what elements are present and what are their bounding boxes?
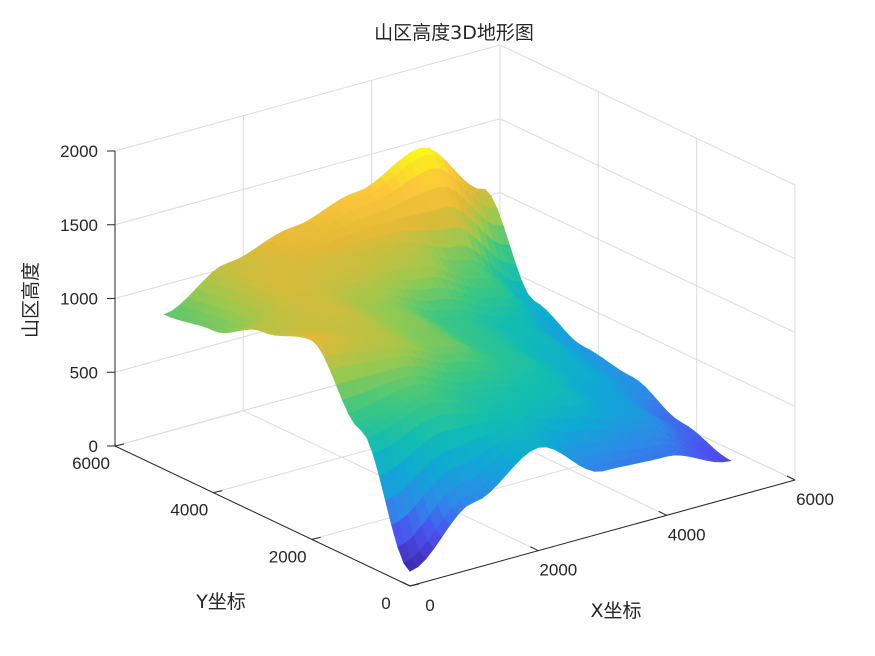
- x-tick: [786, 475, 796, 481]
- terrain-surface: [163, 147, 732, 572]
- y-tick-label: 2000: [269, 547, 307, 566]
- x-axis-line: [409, 479, 796, 587]
- chart-title: 山区高度3D地形图: [374, 22, 534, 44]
- y-axis-line: [114, 445, 411, 587]
- grid-line: [114, 118, 501, 226]
- x-tick-label: 6000: [796, 490, 834, 509]
- surface-patch: [715, 456, 732, 463]
- x-tick-label: 2000: [539, 561, 577, 580]
- z-tick-label: 2000: [60, 142, 98, 161]
- x-tick-label: 4000: [668, 525, 706, 544]
- y-tick: [213, 490, 223, 494]
- x-axis-label: X坐标: [590, 600, 641, 622]
- grid-line: [499, 192, 796, 333]
- grid-line: [499, 118, 796, 260]
- z-axis-label: 山区高度: [20, 262, 42, 338]
- x-tick-label: 0: [425, 596, 434, 615]
- z-tick-label: 1500: [60, 216, 98, 235]
- grid-line: [114, 44, 501, 152]
- grid-line: [499, 44, 796, 186]
- y-tick-label: 4000: [170, 501, 208, 520]
- x-tick: [530, 546, 539, 552]
- y-tick: [409, 583, 420, 587]
- z-tick-label: 0: [89, 437, 98, 456]
- y-tick: [311, 536, 321, 540]
- z-tick-label: 1000: [60, 290, 98, 309]
- x-tick: [658, 510, 667, 516]
- z-tick-label: 500: [70, 363, 98, 382]
- grid-line: [499, 265, 796, 407]
- axis-ticks: 0200040006000020004000600005001000150020…: [60, 142, 834, 615]
- y-tick-label: 6000: [72, 454, 110, 473]
- y-tick-label: 0: [381, 594, 390, 613]
- x-tick: [401, 581, 411, 587]
- y-tick: [114, 443, 125, 447]
- y-axis-label: Y坐标: [195, 591, 246, 613]
